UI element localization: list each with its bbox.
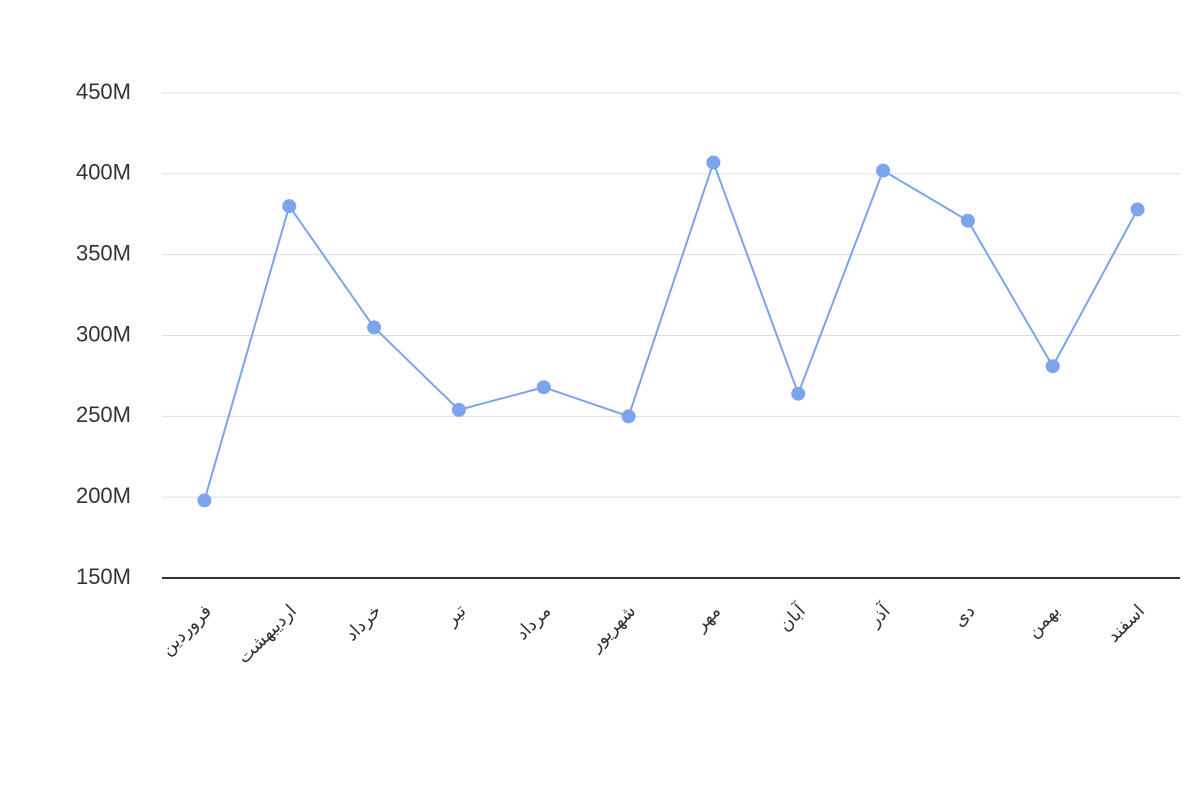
x-tick-label: تیر: [440, 601, 470, 631]
y-tick-label: 350M: [76, 240, 131, 265]
data-point: [282, 199, 297, 214]
x-tick-label: بهمن: [1023, 601, 1064, 642]
y-tick-label: 250M: [76, 402, 131, 427]
data-point: [960, 213, 975, 228]
y-tick-label: 450M: [76, 79, 131, 104]
y-tick-label: 300M: [76, 321, 131, 346]
data-point: [1045, 359, 1060, 374]
data-point: [197, 493, 212, 508]
x-tick-label: مرداد: [512, 601, 556, 645]
x-tick-label: آبان: [773, 599, 810, 636]
x-tick-label: فروردین: [157, 601, 216, 660]
data-line: [203, 159, 1139, 501]
x-tick-label: مهر: [690, 601, 725, 636]
data-point: [621, 409, 636, 424]
data-point: [536, 380, 551, 395]
data-point: [367, 320, 382, 335]
data-point: [706, 155, 721, 170]
y-tick-label: 400M: [76, 160, 131, 185]
data-point: [451, 402, 466, 417]
data-point: [876, 163, 891, 178]
y-tick-label: 200M: [76, 483, 131, 508]
x-tick-label: اردیبهشت: [233, 601, 300, 668]
x-tick-label: آذر: [862, 599, 895, 632]
data-point: [791, 386, 806, 401]
x-tick-label: دی: [949, 601, 979, 631]
data-point: [1130, 202, 1145, 217]
x-tick-label: خرداد: [341, 601, 386, 646]
x-tick-label: شهریور: [585, 601, 640, 656]
x-tick-label: اسفند: [1103, 601, 1149, 647]
y-tick-label: 150M: [76, 564, 131, 589]
